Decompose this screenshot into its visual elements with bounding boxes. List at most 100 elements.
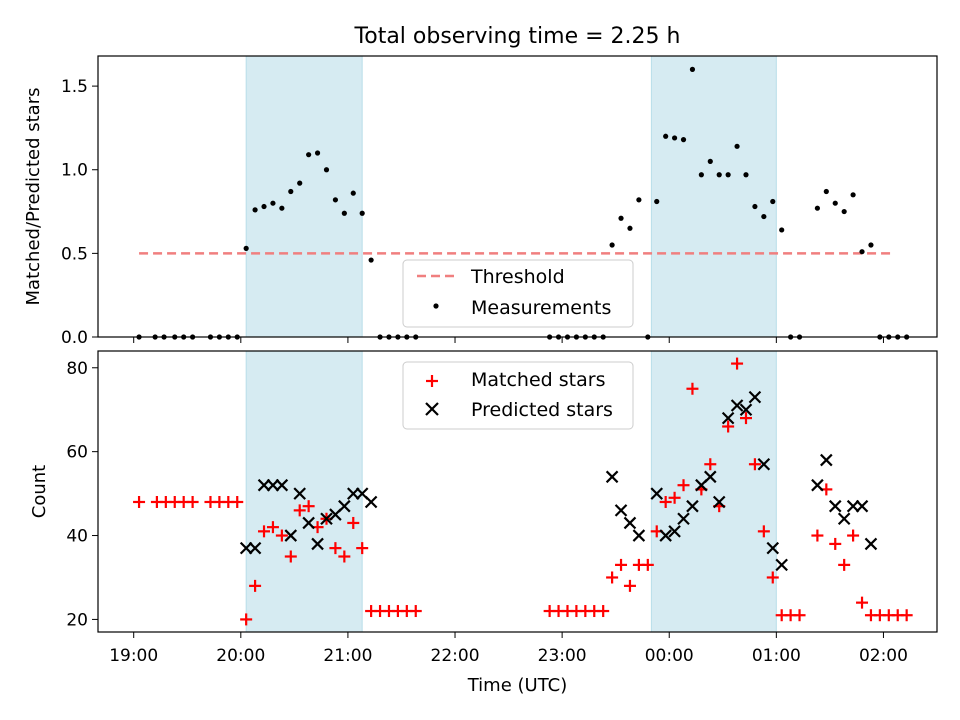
measurement-point	[698, 172, 704, 178]
matched-star-marker	[356, 542, 369, 555]
count-axes-frame	[97, 350, 938, 633]
measurement-point	[297, 180, 303, 186]
measurement-point	[814, 205, 820, 211]
matched-star-marker	[302, 500, 315, 513]
predicted-star-marker	[248, 541, 262, 555]
predicted-star-marker	[855, 499, 869, 513]
predicted-star-marker	[721, 411, 735, 425]
matched-star-marker	[409, 605, 422, 618]
shaded-interval	[245, 55, 363, 338]
predicted-star-marker	[320, 512, 333, 526]
measurement-point	[671, 135, 678, 141]
predicted-star-marker	[837, 512, 851, 526]
measurement-point	[270, 200, 276, 206]
measurement-point	[823, 188, 829, 195]
shaded-interval	[245, 350, 363, 633]
matched-star-marker	[668, 491, 681, 504]
measurement-point	[707, 158, 713, 164]
measurement-point	[306, 152, 312, 158]
predicted-stars-legend-swatch	[425, 402, 439, 416]
count-legend: Matched stars Predicted stars	[402, 361, 634, 430]
predicted-star-marker	[275, 478, 289, 492]
predicted-star-marker	[266, 478, 280, 492]
measurement-point	[841, 208, 847, 215]
y-tick-label: 0.5	[61, 244, 88, 264]
matched-star-marker	[659, 495, 672, 508]
matched-star-marker	[615, 558, 628, 571]
matched-star-marker	[258, 525, 271, 538]
count-panel: 20 40 60 80 19:00 20:00 21:00 22:00 23:00 00:00 0…	[29, 350, 938, 696]
measurement-point	[859, 249, 865, 255]
measurement-point	[663, 133, 669, 139]
measurement-point	[689, 66, 696, 72]
measurements-legend-label: Measurements	[471, 297, 611, 319]
ratio-legend-box	[402, 259, 634, 328]
predicted-star-marker	[311, 537, 324, 551]
measurement-point	[680, 137, 687, 143]
measurement-point	[252, 207, 258, 213]
measurement-point	[850, 192, 856, 198]
predicted-star-marker	[828, 499, 842, 513]
predicted-stars-series	[239, 390, 878, 572]
measurements-legend-swatch	[433, 303, 439, 309]
y-tick-label: 20	[66, 610, 88, 630]
predicted-star-marker	[730, 399, 744, 412]
matched-star-marker	[757, 525, 770, 538]
chart-title: Total observing time = 2.25 h	[354, 24, 681, 49]
y-tick-label: 40	[66, 527, 88, 547]
measurements-series	[136, 66, 910, 340]
y-tick-label: 1.5	[61, 77, 88, 97]
measurement-point	[734, 143, 740, 149]
matched-star-marker	[338, 550, 351, 563]
x-tick-label: 01:00	[752, 646, 801, 666]
predicted-star-marker	[650, 487, 664, 500]
measurement-point	[618, 215, 624, 221]
predicted-star-marker	[659, 529, 672, 542]
measurement-point	[761, 213, 767, 220]
matched-stars-legend-swatch	[426, 375, 438, 387]
matched-star-marker	[623, 579, 636, 592]
measurement-point	[868, 242, 874, 248]
matched-star-marker	[275, 529, 288, 542]
y-tick-label: 60	[66, 443, 88, 463]
measurement-point	[359, 210, 365, 216]
matched-star-marker	[766, 571, 779, 584]
predicted-star-marker	[346, 487, 360, 500]
x-tick-label: 02:00	[859, 646, 908, 666]
matched-star-marker	[793, 609, 806, 622]
measurement-point	[832, 200, 838, 206]
measurement-point	[627, 225, 633, 231]
x-tick-label: 21:00	[323, 646, 372, 666]
ratio-panel: 0.0 0.5 1.0 1.5 Total observing time = 2.25…	[23, 24, 938, 348]
measurement-point	[243, 245, 249, 251]
measurement-point	[350, 190, 356, 196]
x-tick-label: 00:00	[645, 646, 694, 666]
predicted-star-marker	[811, 478, 824, 492]
matched-star-marker	[597, 605, 610, 618]
matched-star-marker	[641, 558, 654, 571]
matched-star-marker	[739, 412, 752, 425]
matched-star-marker	[347, 516, 360, 529]
matched-star-marker	[686, 382, 699, 395]
matched-star-marker	[704, 458, 717, 471]
measurement-point	[368, 257, 374, 263]
matched-star-marker	[231, 495, 244, 508]
measurement-point	[261, 203, 267, 210]
predicted-star-marker	[775, 558, 788, 572]
shaded-interval	[650, 55, 777, 338]
predicted-star-marker	[686, 499, 699, 513]
predicted-star-marker	[614, 504, 628, 517]
predicted-star-marker	[846, 499, 860, 513]
measurement-point	[332, 197, 339, 203]
measurement-point	[341, 210, 347, 216]
predicted-star-marker	[820, 453, 833, 467]
matched-star-marker	[249, 579, 262, 592]
y-tick-label: 80	[66, 359, 88, 379]
matched-star-marker	[284, 550, 297, 563]
matched-star-marker	[677, 479, 690, 492]
measurement-point	[716, 172, 722, 178]
y-tick-label: 0.0	[61, 328, 88, 348]
measurement-point	[743, 172, 749, 178]
